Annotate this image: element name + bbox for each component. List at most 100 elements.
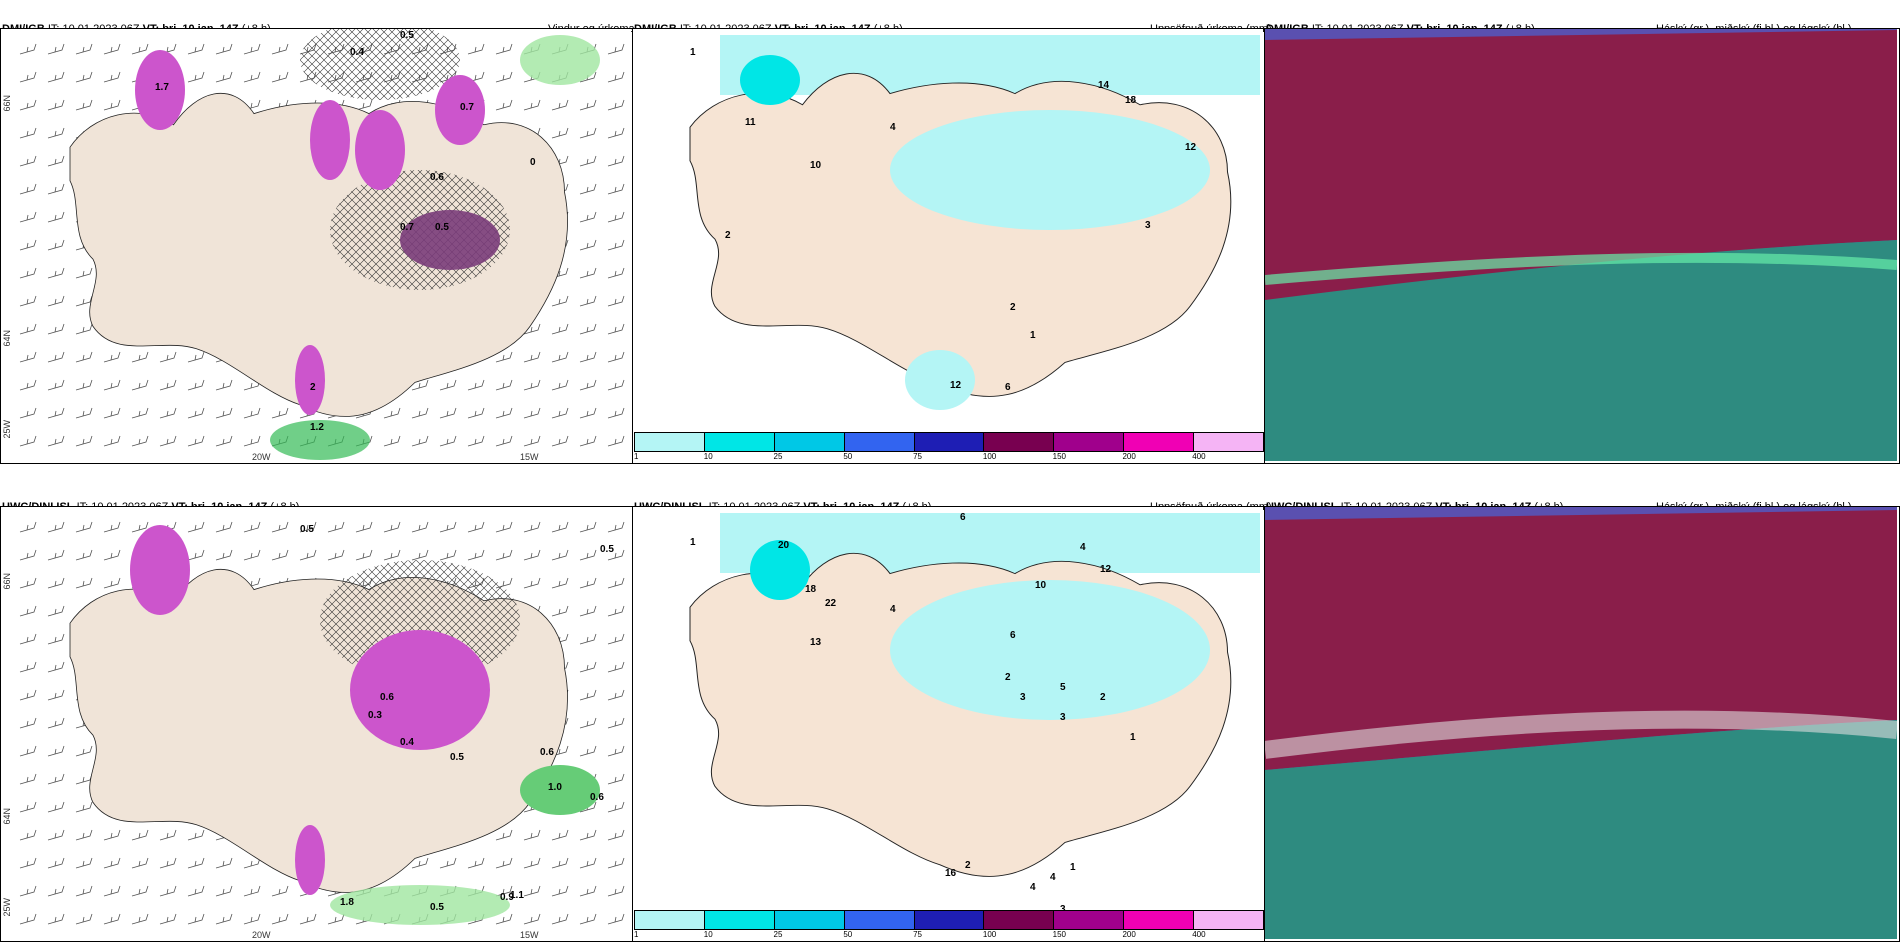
wind-barb — [75, 379, 93, 391]
value-label: 11 — [745, 117, 756, 128]
colorbar-cell — [1124, 433, 1195, 451]
colorbar-cell — [844, 911, 915, 929]
wind-barb — [383, 521, 401, 533]
wind-barb — [467, 549, 485, 561]
wind-barb — [103, 829, 121, 841]
value-label: 0.5 — [400, 30, 414, 41]
wind-barb — [19, 577, 37, 589]
wind-barb — [607, 323, 625, 335]
wind-barb — [47, 379, 65, 391]
wind-barb — [551, 407, 569, 419]
wind-barb — [523, 435, 541, 447]
wind-barb — [271, 521, 289, 533]
wind-barb — [103, 913, 121, 925]
colorbar-label: 1 — [634, 452, 639, 461]
value-label: 0.5 — [450, 752, 464, 763]
wind-barb — [131, 857, 149, 869]
wind-barb — [495, 521, 513, 533]
wind-barb — [523, 913, 541, 925]
wind-barb — [75, 577, 93, 589]
wind-barb — [187, 43, 205, 55]
wind-barb — [523, 407, 541, 419]
wind-barb — [131, 521, 149, 533]
wind-barb — [495, 407, 513, 419]
wind-barb — [551, 605, 569, 617]
value-label: 1.2 — [310, 422, 324, 433]
wind-barb — [579, 267, 597, 279]
wind-barb — [75, 323, 93, 335]
wind-barb — [19, 43, 37, 55]
wind-barb — [243, 521, 261, 533]
wind-barb — [75, 407, 93, 419]
tick-lon25-bottom: 25W — [2, 898, 12, 917]
colorbar-labels-top: 1 10 25 50 75 100 150 200 400 — [634, 452, 1262, 462]
wind-barb — [19, 521, 37, 533]
wind-barb — [523, 829, 541, 841]
value-label: 6 — [1005, 382, 1011, 393]
wind-barb — [299, 549, 317, 561]
wind-barb — [159, 829, 177, 841]
wind-barb — [47, 435, 65, 447]
value-label: 2 — [725, 230, 731, 241]
value-label: 2 — [1100, 692, 1106, 703]
colorbar-cell — [914, 911, 985, 929]
wind-barb — [187, 857, 205, 869]
value-label: 0.6 — [380, 692, 394, 703]
wind-barb — [439, 549, 457, 561]
wind-barb — [411, 435, 429, 447]
wind-barb — [551, 379, 569, 391]
wind-barb — [47, 183, 65, 195]
value-label: 18 — [805, 584, 817, 595]
wind-barb — [607, 661, 625, 673]
wind-barb — [215, 407, 233, 419]
wind-barb — [551, 857, 569, 869]
colorbar-cell — [635, 911, 705, 929]
wind-barb — [47, 605, 65, 617]
wind-barb — [439, 379, 457, 391]
wind-barb — [19, 633, 37, 645]
colorbar-cell — [984, 433, 1055, 451]
wind-barb — [19, 99, 37, 111]
wind-barb — [75, 549, 93, 561]
value-label: 2 — [1005, 672, 1011, 683]
wind-barb — [19, 183, 37, 195]
wind-barb — [103, 521, 121, 533]
wind-barb — [47, 773, 65, 785]
wind-barb — [579, 717, 597, 729]
wind-barb — [327, 521, 345, 533]
colorbar-label: 10 — [703, 930, 713, 939]
wind-barb — [19, 323, 37, 335]
value-label: 1.1 — [510, 890, 524, 901]
wind-barb — [47, 295, 65, 307]
value-label: 0.7 — [460, 102, 474, 113]
value-label: 0.7 — [400, 222, 414, 233]
wind-barb — [411, 521, 429, 533]
wind-barb — [607, 689, 625, 701]
wind-barb — [579, 857, 597, 869]
wind-barb — [159, 407, 177, 419]
wind-barb — [47, 323, 65, 335]
wind-barb — [467, 857, 485, 869]
wind-barb — [523, 99, 541, 111]
colorbar-label: 200 — [1122, 452, 1136, 461]
wind-barb — [103, 379, 121, 391]
wind-barb — [467, 407, 485, 419]
value-label: 0.5 — [300, 524, 314, 535]
wind-barb — [187, 407, 205, 419]
wind-barb — [47, 211, 65, 223]
wind-barb — [579, 745, 597, 757]
value-label: 10 — [1035, 580, 1047, 591]
colorbar-top — [634, 432, 1264, 452]
colorbar-cell — [635, 433, 705, 451]
value-label: 0.5 — [430, 902, 444, 913]
wind-barb — [19, 239, 37, 251]
wind-barb — [607, 155, 625, 167]
wind-barb — [383, 435, 401, 447]
wind-barb — [579, 913, 597, 925]
tick-lat66-bottom: 66N — [2, 573, 12, 590]
wind-barb — [187, 829, 205, 841]
wind-barb — [439, 435, 457, 447]
wind-barb — [607, 885, 625, 897]
tick-lon15-top: 15W — [520, 452, 539, 462]
value-label: 1 — [690, 537, 696, 548]
